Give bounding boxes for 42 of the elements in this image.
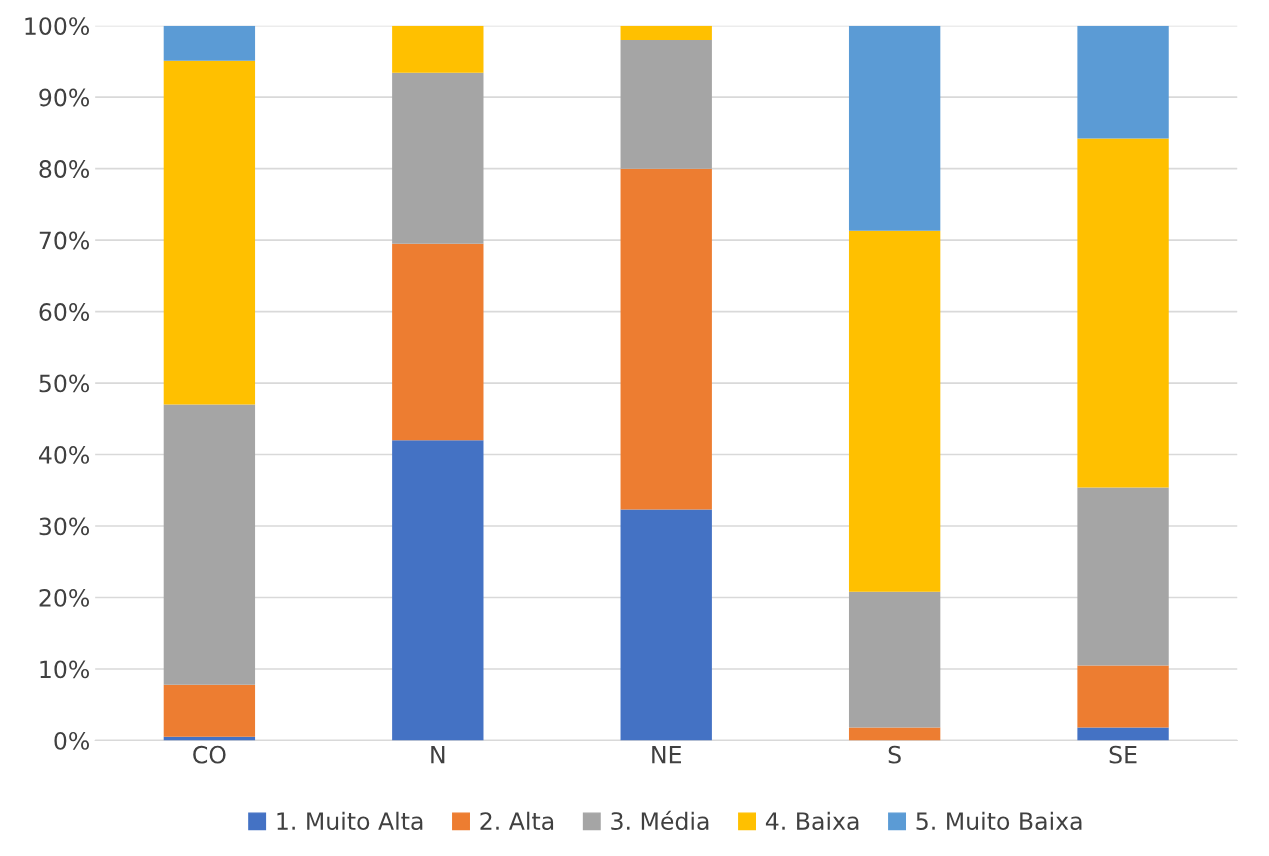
- bar: [620, 509, 712, 741]
- bar: [392, 440, 484, 741]
- legend-label: 2. Alta: [480, 811, 554, 830]
- bar: [163, 404, 256, 685]
- legend-label: 3. Média: [611, 810, 709, 830]
- y-tick-label: 80%: [39, 160, 90, 178]
- y-tick-label: 60%: [39, 303, 90, 321]
- x-tick-label: S: [888, 745, 901, 764]
- bar: [848, 591, 941, 728]
- bar: [1077, 138, 1169, 488]
- x-tick-label: CO: [193, 745, 226, 764]
- y-tick-label: 0%: [54, 731, 90, 750]
- y-tick-label: 40%: [38, 445, 90, 464]
- bar: [848, 727, 941, 741]
- bar: [1077, 25, 1169, 139]
- legend-label: 1. Muito Alta: [277, 811, 423, 830]
- x-tick-label: N: [431, 746, 445, 764]
- legend-label: 4. Baixa: [765, 811, 859, 830]
- bar: [1077, 487, 1169, 666]
- bar: [163, 684, 256, 737]
- bar: [848, 25, 941, 231]
- bar: [392, 243, 484, 441]
- bar: [848, 230, 941, 592]
- y-tick-label: 10%: [40, 660, 90, 679]
- bar: [392, 72, 484, 244]
- y-tick-label: 30%: [39, 517, 90, 536]
- x-tick-label: SE: [1109, 745, 1137, 764]
- legend-label: 5. Muito Baixa: [916, 811, 1082, 830]
- bar: [620, 25, 712, 40]
- y-tick-label: 20%: [39, 588, 90, 607]
- bar: [620, 39, 712, 169]
- y-tick-label: 90%: [39, 88, 90, 107]
- y-tick-label: 50%: [39, 374, 90, 393]
- bar: [163, 60, 256, 405]
- bar: [1077, 727, 1169, 741]
- bar: [163, 25, 256, 61]
- y-tick-label: 70%: [39, 231, 90, 250]
- y-tick-label: 100%: [25, 17, 90, 35]
- x-tick-label: NE: [652, 746, 681, 764]
- bar: [1077, 665, 1169, 728]
- bar: [620, 168, 712, 510]
- bar: [392, 25, 484, 73]
